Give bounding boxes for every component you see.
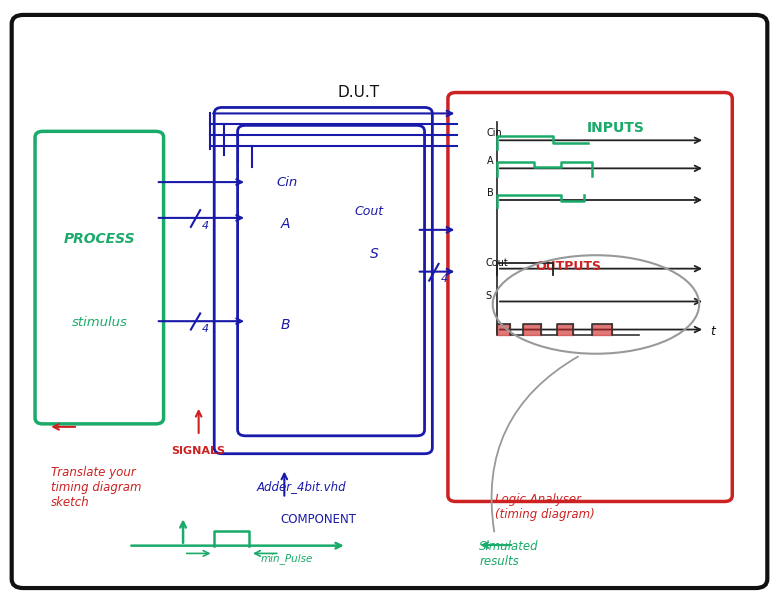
- Text: Cout: Cout: [354, 205, 383, 219]
- Text: Translate your
timing diagram
sketch: Translate your timing diagram sketch: [51, 466, 141, 509]
- Text: OUTPUTS: OUTPUTS: [536, 260, 601, 273]
- Text: 4: 4: [202, 221, 210, 230]
- Text: Simulated
results: Simulated results: [479, 540, 539, 568]
- Text: Cin: Cin: [277, 176, 298, 189]
- Text: min_Pulse: min_Pulse: [261, 553, 313, 564]
- Text: A: A: [487, 156, 494, 165]
- Text: Cin: Cin: [487, 128, 502, 137]
- Text: B: B: [487, 188, 494, 198]
- Text: PROCESS: PROCESS: [64, 232, 136, 246]
- Text: Cout: Cout: [485, 258, 508, 267]
- Text: D.U.T: D.U.T: [337, 85, 379, 100]
- Text: B: B: [280, 318, 290, 333]
- Text: COMPONENT: COMPONENT: [280, 513, 357, 526]
- Text: stimulus: stimulus: [72, 316, 128, 329]
- Text: Adder_4bit.vhd: Adder_4bit.vhd: [257, 480, 347, 493]
- Text: S: S: [485, 291, 492, 300]
- Text: INPUTS: INPUTS: [587, 121, 644, 136]
- Text: SIGNALS: SIGNALS: [171, 446, 226, 456]
- Text: t: t: [710, 325, 715, 338]
- Text: Logic Analyser
(timing diagram): Logic Analyser (timing diagram): [495, 493, 594, 521]
- Text: 4: 4: [202, 324, 210, 334]
- Text: A: A: [280, 217, 290, 231]
- FancyBboxPatch shape: [12, 15, 767, 588]
- Text: S: S: [370, 247, 379, 261]
- Text: 4: 4: [440, 275, 448, 284]
